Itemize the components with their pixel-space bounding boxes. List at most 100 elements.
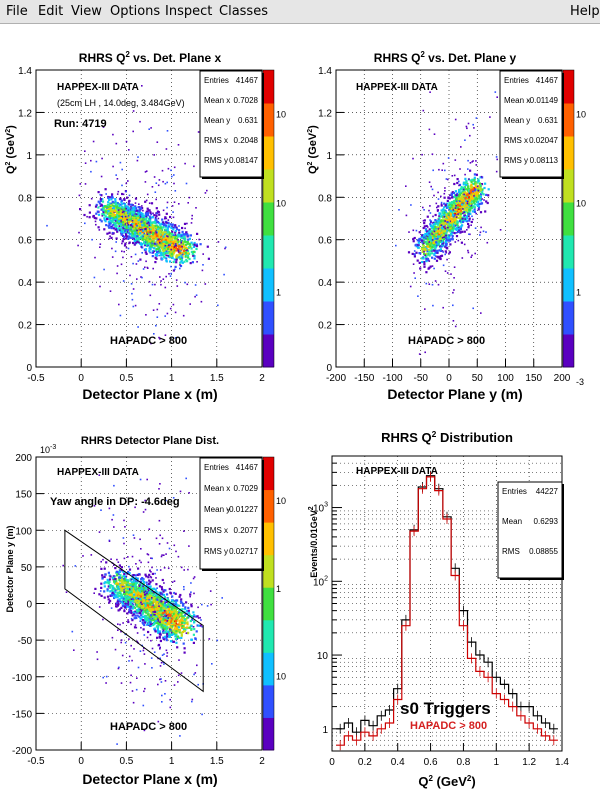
heatmap-cell: [199, 243, 202, 246]
heatmap-cell: [428, 230, 431, 233]
heatmap-cell: [167, 224, 170, 227]
heatmap-cell: [136, 614, 139, 617]
heatmap-cell: [423, 209, 425, 211]
menu-classes[interactable]: Classes: [219, 4, 268, 19]
heatmap-cell: [465, 219, 468, 222]
heatmap-cell: [187, 252, 190, 255]
heatmap-cell: [95, 160, 98, 163]
heatmap-cell: [436, 210, 439, 212]
heatmap-cell: [458, 180, 460, 183]
heatmap-cell: [155, 182, 158, 184]
heatmap-cell: [468, 189, 471, 192]
heatmap-cell: [188, 237, 191, 240]
heatmap-cell: [122, 210, 125, 213]
heatmap-cell: [157, 626, 160, 629]
heatmap-cell: [138, 615, 141, 618]
colorbar-label: 10: [276, 199, 286, 209]
heatmap-cell: [168, 616, 171, 619]
heatmap-cell: [458, 183, 462, 186]
heatmap-cell: [421, 260, 424, 264]
menu-edit[interactable]: Edit: [38, 4, 64, 19]
heatmap-cell: [154, 191, 157, 193]
heatmap-cell: [457, 190, 461, 193]
heatmap-cell: [185, 258, 188, 261]
heatmap-cell: [431, 244, 434, 247]
heatmap-cell: [137, 230, 140, 233]
heatmap-cell: [190, 638, 193, 641]
heatmap-cell: [413, 272, 415, 274]
heatmap-cell: [136, 238, 139, 242]
heatmap-cell: [128, 568, 132, 571]
heatmap-cell: [164, 239, 167, 242]
heatmap-cell: [147, 618, 150, 622]
heatmap-cell: [196, 232, 199, 235]
heatmap-cell: [129, 236, 132, 239]
heatmap-cell: [134, 589, 137, 593]
stats-label: Mean x: [504, 96, 530, 105]
heatmap-cell: [440, 231, 444, 234]
heatmap-cell: [475, 191, 478, 194]
heatmap-cell: [125, 190, 127, 193]
heatmap-cell: [143, 235, 146, 238]
colorbar-frame: [262, 69, 275, 368]
heatmap-cell: [127, 237, 130, 240]
menu-view[interactable]: View: [71, 4, 102, 19]
menu-options[interactable]: Options: [110, 4, 161, 19]
heatmap-cell: [150, 202, 154, 205]
heatmap-cell: [441, 241, 444, 244]
heatmap-cell: [429, 91, 431, 93]
heatmap-cell: [434, 231, 438, 234]
heatmap-cell: [478, 202, 481, 206]
heatmap-cell: [128, 236, 130, 238]
heatmap-cell: [176, 635, 179, 638]
heatmap-cell: [478, 194, 481, 197]
heatmap-cell: [217, 304, 219, 307]
heatmap-cell: [178, 636, 181, 639]
heatmap-cell: [458, 200, 461, 202]
menu-inspect[interactable]: Inspect: [165, 4, 213, 19]
heatmap-cell: [94, 256, 96, 259]
heatmap-cell: [443, 206, 446, 209]
heatmap-cell: [223, 273, 225, 276]
heatmap-cell: [142, 622, 145, 625]
heatmap-cell: [109, 207, 112, 210]
heatmap-cell: [99, 193, 101, 196]
heatmap-cell: [156, 604, 160, 607]
heatmap-cell: [174, 626, 177, 629]
heatmap-cell: [124, 211, 128, 214]
heatmap-cell: [195, 207, 197, 209]
heatmap-cell: [187, 238, 190, 241]
heatmap-cell: [459, 228, 462, 231]
heatmap-cell: [175, 258, 178, 261]
heatmap-cell: [120, 231, 124, 234]
heatmap-cell: [442, 223, 445, 226]
menu-file[interactable]: File: [6, 4, 28, 19]
heatmap-cell: [430, 185, 432, 188]
heatmap-cell: [146, 618, 149, 621]
heatmap-cell: [100, 567, 103, 570]
heatmap-cell: [140, 223, 144, 226]
heatmap-cell: [125, 214, 128, 217]
heatmap-cell: [118, 569, 121, 572]
heatmap-cell: [134, 235, 137, 239]
stats-value: 0.631: [538, 116, 559, 125]
heatmap-cell: [442, 264, 445, 267]
heatmap-cell: [456, 202, 459, 205]
heatmap-cell: [452, 304, 454, 307]
heatmap-cell: [114, 590, 117, 593]
heatmap-cell: [149, 242, 152, 245]
heatmap-cell: [460, 225, 463, 228]
heatmap-cell: [108, 216, 111, 219]
heatmap-cell: [482, 230, 485, 233]
menu-help[interactable]: Help: [570, 4, 600, 19]
heatmap-cell: [451, 175, 454, 177]
heatmap-cell: [440, 254, 444, 257]
heatmap-cell: [165, 225, 168, 228]
heatmap-cell: [131, 298, 134, 301]
heatmap-cell: [451, 217, 454, 220]
heatmap-cell: [424, 308, 426, 310]
heatmap-cell: [432, 224, 435, 227]
heatmap-cell: [96, 210, 99, 213]
heatmap-cell: [111, 207, 114, 210]
heatmap-cell: [138, 586, 141, 589]
